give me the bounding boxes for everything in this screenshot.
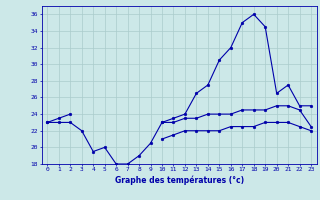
X-axis label: Graphe des températures (°c): Graphe des températures (°c) [115, 175, 244, 185]
